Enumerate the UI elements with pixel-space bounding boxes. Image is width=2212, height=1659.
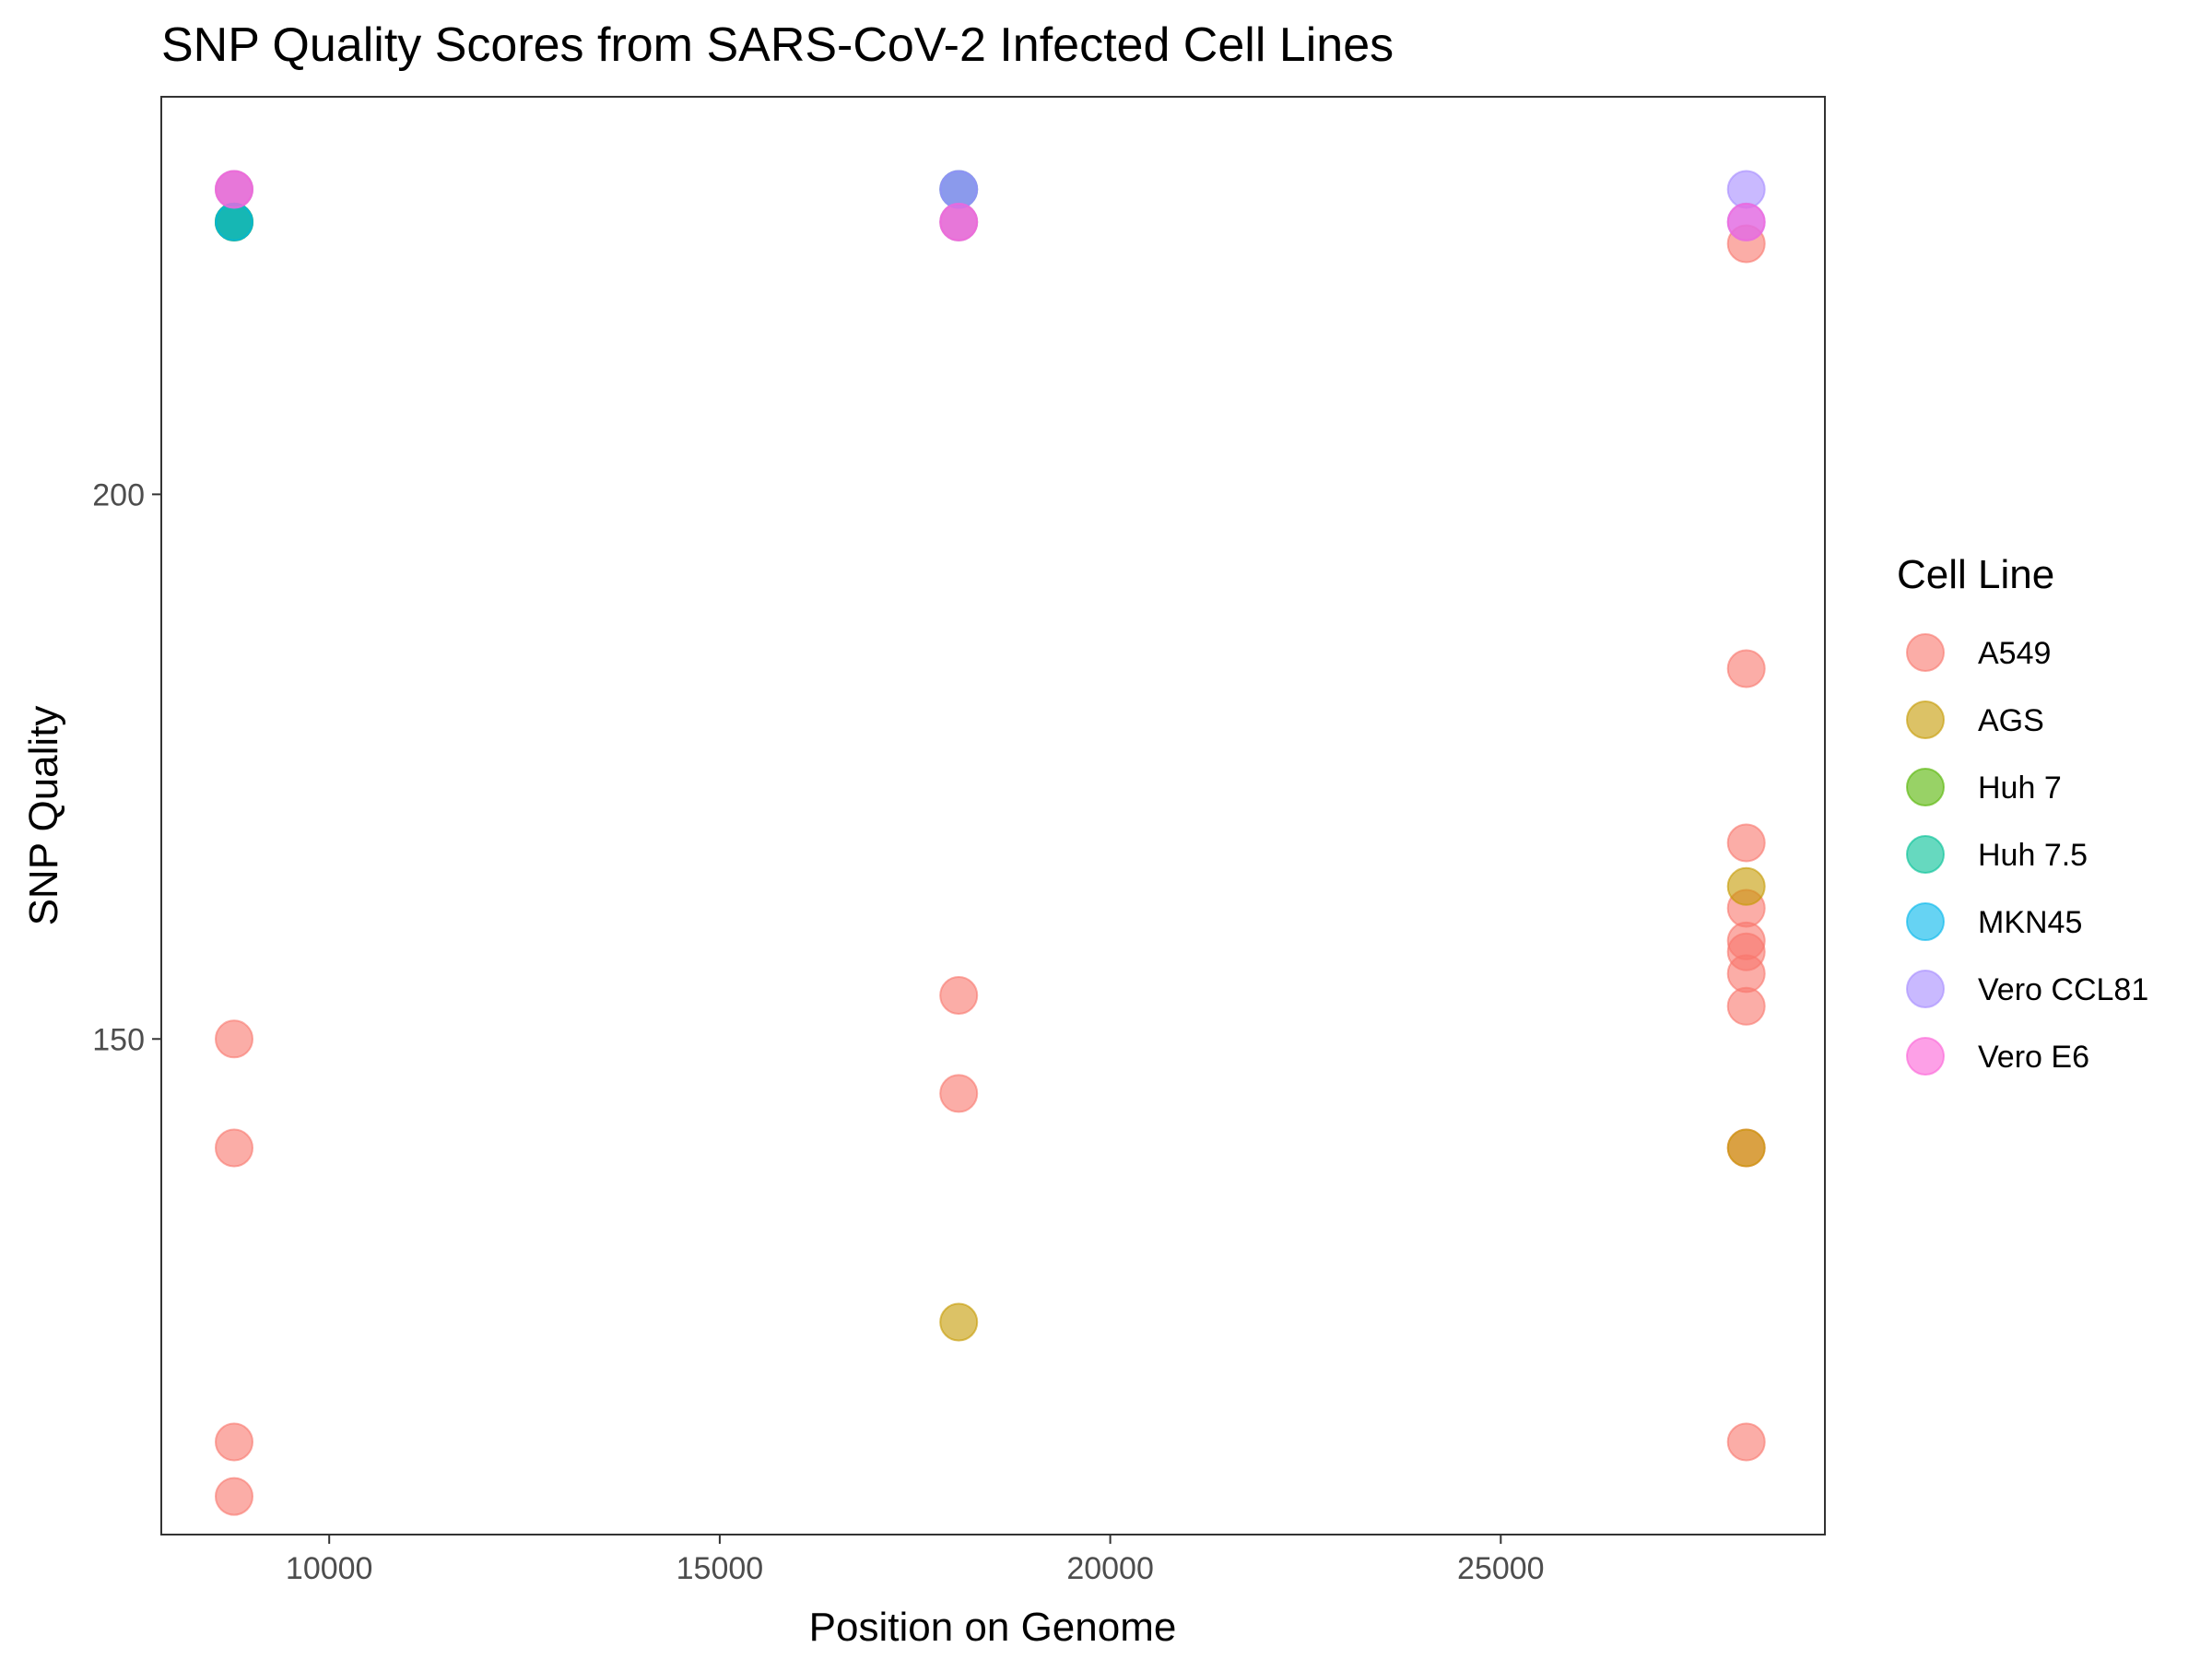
legend-label-vero-e6: Vero E6 — [1978, 1040, 2089, 1075]
x-axis-label: Position on Genome — [809, 1605, 1177, 1650]
data-point-a549-16 — [1726, 954, 1766, 994]
data-point-a549-12 — [1726, 823, 1766, 863]
legend-title: Cell Line — [1897, 552, 2054, 597]
data-point-ags-2 — [1726, 866, 1766, 906]
x-tick-label-1: 15000 — [677, 1551, 764, 1586]
legend-key-ags — [1906, 700, 1945, 739]
x-tick-label-3: 25000 — [1457, 1551, 1545, 1586]
data-point-vero-e6-2 — [1726, 202, 1766, 241]
x-tick-label-0: 10000 — [286, 1551, 373, 1586]
y-tick-label-0: 150 — [92, 1022, 145, 1057]
legend-label-vero-ccl81: Vero CCL81 — [1978, 972, 2148, 1007]
legend-label-ags: AGS — [1978, 703, 2044, 738]
legend-label-mkn45: MKN45 — [1978, 905, 2082, 940]
y-tick-label-1: 200 — [92, 477, 145, 512]
data-point-ags-1 — [939, 1302, 979, 1342]
legend-key-a549 — [1906, 633, 1945, 672]
data-point-a549-17 — [1726, 986, 1766, 1026]
legend-key-vero-e6 — [1906, 1037, 1945, 1076]
data-point-a549-19 — [1726, 1422, 1766, 1462]
data-point-vero-e6-1 — [939, 202, 979, 241]
data-point-vero-e6-0 — [215, 170, 253, 209]
data-point-vero-ccl81-1 — [939, 170, 979, 209]
data-point-a549-8 — [939, 976, 979, 1015]
legend-key-huh-7 — [1906, 768, 1945, 806]
legend-key-vero-ccl81 — [1906, 970, 1945, 1008]
legend-label-huh-7-5: Huh 7.5 — [1978, 838, 2088, 873]
x-tick-label-2: 20000 — [1066, 1551, 1154, 1586]
legend-key-huh-7-5 — [1906, 835, 1945, 874]
legend: A549 AGS Huh 7 Huh 7.5 MKN45 Vero CCL81 Vero E… — [1906, 633, 2148, 1076]
data-point-a549-5 — [215, 1477, 253, 1516]
data-point-a549-3 — [215, 1128, 253, 1168]
data-point-vero-ccl81-3 — [1726, 170, 1766, 209]
legend-label-a549: A549 — [1978, 636, 2051, 671]
data-point-a549-9 — [939, 1074, 979, 1113]
y-axis: 150 200 — [92, 477, 161, 1057]
chart-title: SNP Quality Scores from SARS-CoV-2 Infec… — [161, 18, 1394, 72]
x-axis: 10000 15000 20000 25000 — [286, 1535, 1545, 1586]
data-point-ags-3 — [1726, 1128, 1766, 1168]
legend-label-huh-7: Huh 7 — [1978, 771, 2062, 806]
data-point-a549-2 — [215, 1019, 253, 1059]
data-point-a549-11 — [1726, 649, 1766, 688]
data-point-a549-4 — [215, 1422, 253, 1462]
legend-key-mkn45 — [1906, 902, 1945, 941]
y-axis-label: SNP Quality — [21, 706, 66, 926]
plot-area — [215, 170, 1766, 1516]
data-point-mkn45-0 — [215, 202, 253, 241]
plot-panel-border — [160, 96, 1826, 1535]
